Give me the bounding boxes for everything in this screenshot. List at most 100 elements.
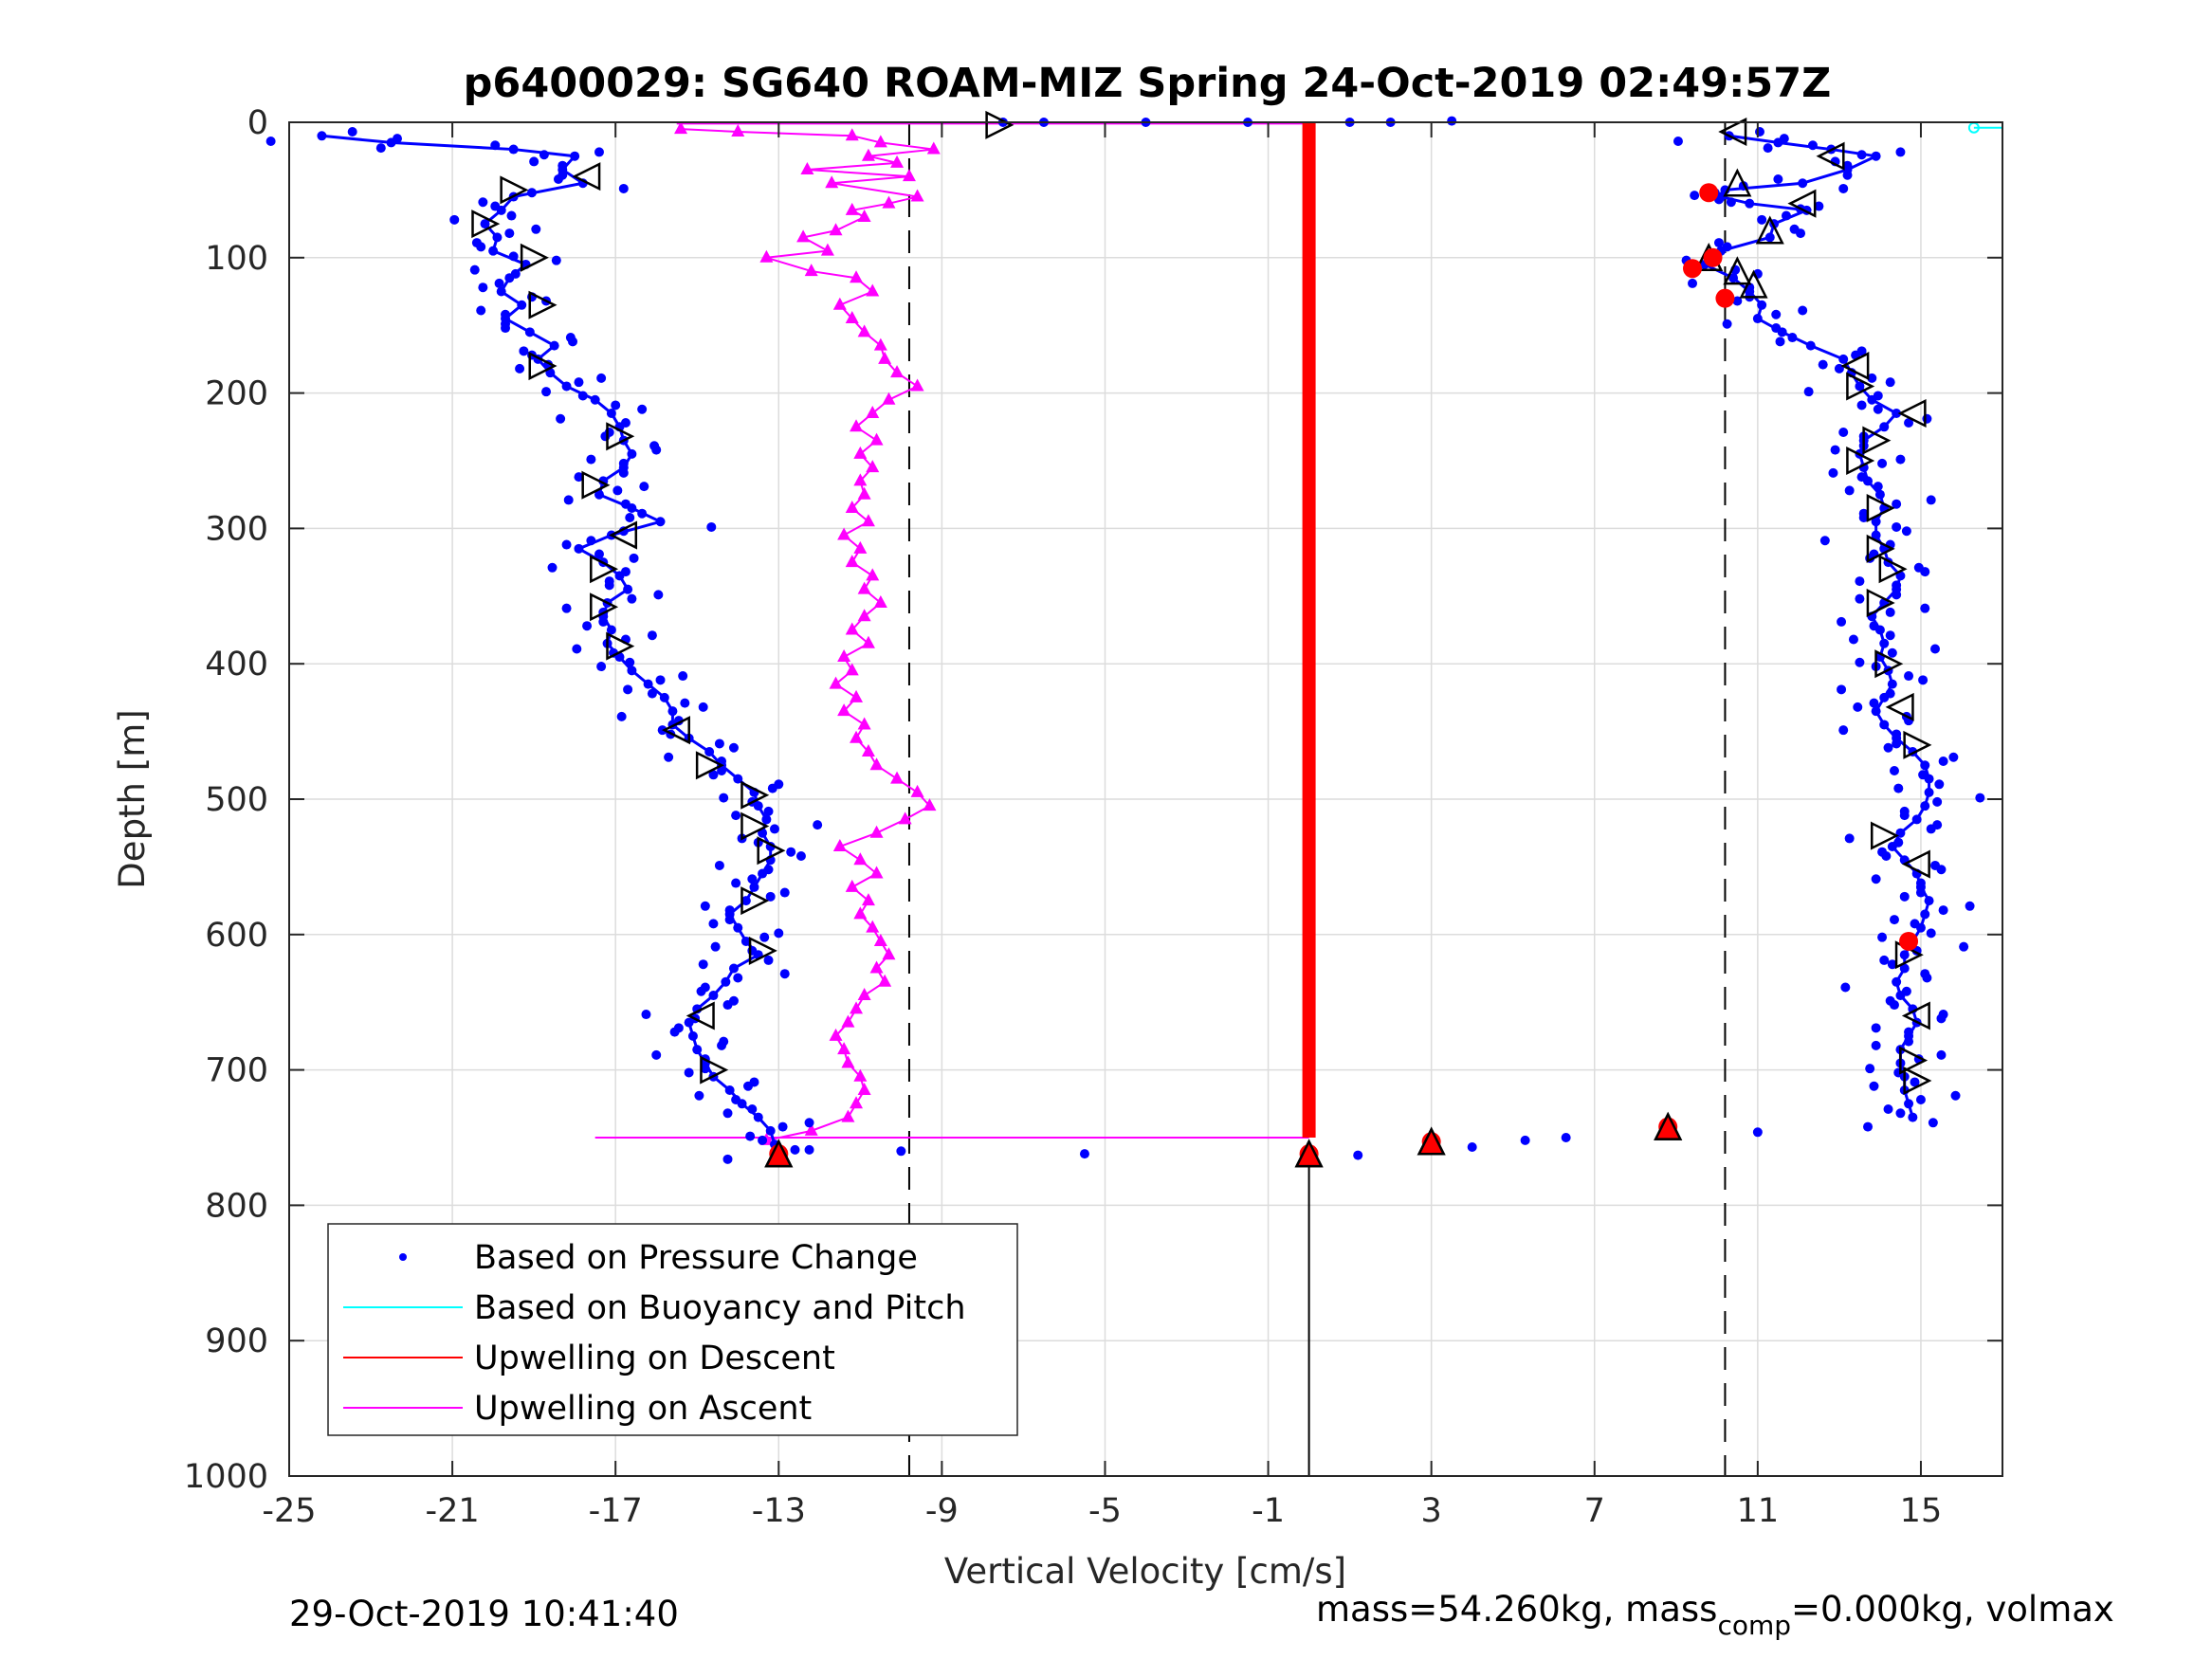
pressure-descent-point: [606, 409, 616, 419]
pressure-descent-point: [714, 860, 724, 870]
pressure-ascent-point: [1883, 742, 1893, 753]
descent-marker-point: [1715, 288, 1735, 308]
pressure-ascent-point: [1873, 404, 1883, 414]
pressure-ascent-point: [1722, 319, 1732, 329]
pressure-ascent-point: [1915, 1095, 1926, 1105]
y-tick-label: 900: [205, 1322, 268, 1360]
pressure-ascent-point: [1837, 684, 1847, 695]
pressure-ascent-point: [1928, 1118, 1938, 1128]
pressure-ascent-point: [1904, 1099, 1914, 1109]
pressure-descent-point: [519, 346, 529, 356]
ascent-upwelling-point: [910, 378, 924, 392]
pressure-ascent-point: [1936, 1049, 1947, 1060]
x-tick-label: -5: [1088, 1492, 1122, 1530]
pressure-descent-point: [510, 268, 521, 279]
pressure-ascent-point: [1837, 616, 1847, 627]
pressure-ascent-point: [1893, 783, 1904, 793]
pressure-ascent-point: [1763, 143, 1773, 154]
pressure-descent-point: [647, 688, 657, 699]
legend-label: Upwelling on Descent: [474, 1340, 835, 1377]
pressure-descent-point: [733, 922, 743, 933]
pressure-descent-point: [317, 131, 327, 141]
direction-marker-right: [1878, 555, 1908, 584]
pressure-extra-point: [1079, 1149, 1089, 1159]
pressure-descent-point: [526, 188, 537, 198]
pressure-ascent-point: [1892, 409, 1902, 419]
ascent-upwelling-point: [850, 270, 864, 283]
pressure-extra-point: [1467, 1141, 1477, 1152]
pressure-descent-point: [620, 567, 631, 577]
pressure-ascent-point: [1938, 905, 1948, 916]
pressure-descent-point: [492, 232, 503, 243]
pressure-ascent-point: [1757, 300, 1767, 310]
pressure-descent-point: [478, 283, 488, 293]
pressure-descent-point: [779, 969, 790, 979]
ascent-upwelling-point: [829, 1028, 843, 1041]
pressure-descent-point: [687, 1030, 698, 1041]
pressure-ascent-point: [1899, 811, 1910, 821]
pressure-ascent-point: [1673, 136, 1683, 146]
axis-ticks: -25 -21 -17 -13 -9 -5 -1 3 7 11 150100200300400500…: [184, 104, 2002, 1530]
direction-marker-right: [1903, 1066, 1932, 1096]
ascent-upwelling-point: [837, 1042, 851, 1055]
footer-mass-sub: comp: [1717, 1610, 1791, 1641]
pressure-ascent-point: [1934, 779, 1945, 790]
pressure-descent-point: [265, 136, 276, 146]
direction-marker-left: [1840, 352, 1870, 381]
pressure-ascent-point: [1899, 963, 1910, 974]
direction-marker-right: [528, 352, 558, 381]
pressure-descent-point: [763, 806, 774, 816]
pressure-ascent-point: [1892, 499, 1902, 509]
pressure-ascent-point: [1892, 729, 1902, 739]
pressure-ascent-point: [1901, 986, 1911, 996]
pressure-ascent-point: [1922, 413, 1932, 424]
pressure-descent-point: [774, 928, 784, 939]
pressure-ascent-point: [1856, 400, 1867, 410]
ascent-upwelling-point: [845, 879, 859, 892]
pressure-ascent-point: [1936, 1013, 1947, 1024]
pressure-descent-point: [478, 197, 488, 208]
pressure-descent-point: [577, 391, 588, 401]
pressure-descent-point: [616, 711, 627, 721]
pressure-ascent-point: [1887, 959, 1897, 970]
pressure-ascent-point: [1950, 1090, 1961, 1101]
pressure-ascent-point: [1889, 915, 1899, 925]
pressure-ascent-point: [1938, 757, 1948, 767]
ascent-upwelling-point: [866, 920, 880, 933]
pressure-extra-point: [1863, 1121, 1874, 1132]
pressure-ascent-point: [1915, 878, 1926, 888]
ascent-upwelling-point: [674, 121, 688, 135]
ascent-upwelling-point: [873, 933, 887, 946]
pressure-ascent-point: [1871, 151, 1881, 161]
pressure-ascent-point: [1874, 489, 1885, 500]
pressure-ascent-point: [1807, 140, 1818, 151]
pressure-descent-point: [515, 363, 525, 374]
pressure-ascent-point: [1828, 467, 1838, 478]
pressure-descent-point: [708, 919, 719, 929]
direction-marker-right: [740, 886, 770, 916]
pressure-descent-point: [574, 472, 584, 483]
pressure-ascent-point: [1920, 909, 1930, 920]
pressure-ascent-point: [1844, 833, 1855, 844]
pressure-descent-point: [700, 1064, 710, 1074]
pressure-descent-point: [504, 228, 515, 239]
direction-marker-left: [1901, 849, 1930, 879]
pressure-ascent-point: [1871, 1040, 1881, 1050]
pressure-descent-point: [641, 1010, 651, 1020]
ascent-upwelling-point: [731, 123, 745, 137]
ascent-upwelling-point: [890, 771, 905, 784]
pressure-descent-point: [606, 625, 616, 635]
pressure-descent-point: [667, 706, 678, 717]
pressure-ascent-point: [1885, 630, 1895, 641]
pressure-descent-point: [698, 959, 708, 970]
direction-markers: [471, 110, 1932, 1168]
pressure-ascent-point: [1879, 422, 1890, 432]
pressure-ascent-point: [1904, 1027, 1914, 1037]
pressure-descent-point: [708, 991, 719, 1001]
pressure-ascent-point: [1926, 495, 1936, 505]
ascent-upwelling-point: [873, 337, 887, 351]
pressure-ascent-point: [1895, 147, 1906, 157]
ascent-upwelling-point: [841, 1109, 855, 1122]
pressure-descent-point: [731, 1095, 741, 1105]
pressure-descent-point: [620, 499, 631, 509]
